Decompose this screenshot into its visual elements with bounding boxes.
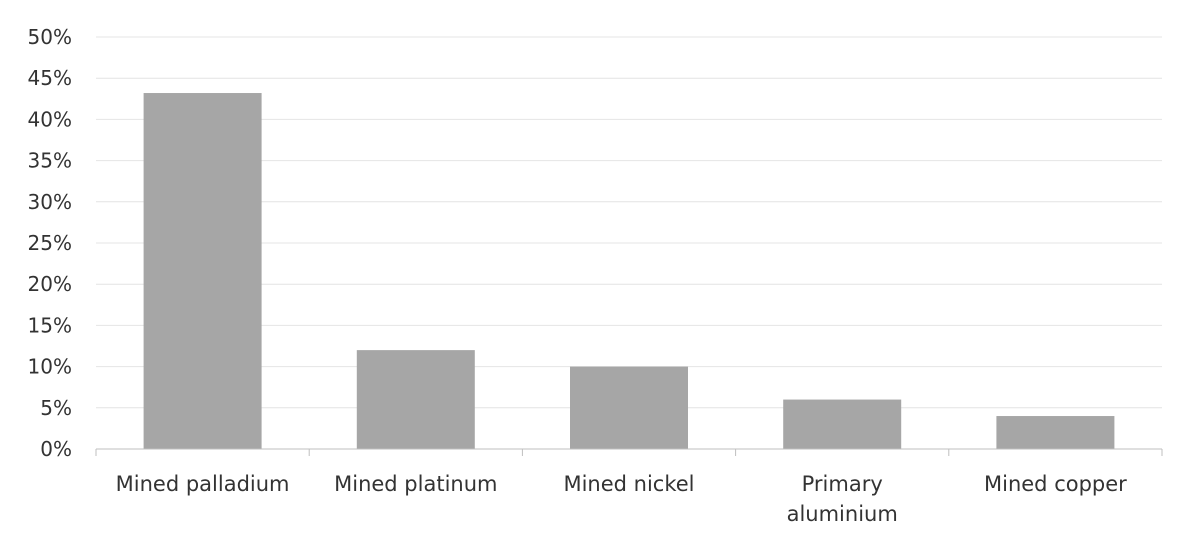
y-tick-label: 5% — [40, 396, 72, 420]
y-axis-tick-labels: 0% 5% 10% 15% 20% 25% 30% 35% 40% 45% 50% — [28, 25, 72, 461]
x-category-label: Mined copper — [984, 472, 1127, 496]
bars — [143, 93, 1115, 450]
y-tick-label: 35% — [28, 149, 72, 173]
y-tick-label: 30% — [28, 190, 72, 214]
bar — [143, 93, 262, 450]
bar — [570, 366, 688, 449]
x-category-label: aluminium — [787, 502, 898, 526]
bar — [783, 399, 902, 449]
gridlines — [96, 36, 1162, 409]
x-category-label: Mined palladium — [116, 472, 290, 496]
x-axis-category-labels: Mined palladium Mined platinum Mined nicke… — [116, 472, 1127, 526]
bar — [996, 416, 1115, 449]
x-category-label: Primary — [802, 472, 883, 496]
x-category-label: Mined platinum — [334, 472, 497, 496]
y-tick-label: 40% — [28, 107, 72, 131]
y-tick-label: 50% — [28, 25, 72, 49]
y-tick-label: 20% — [28, 272, 72, 296]
y-tick-label: 10% — [28, 355, 72, 379]
x-axis — [95, 448, 1163, 456]
y-tick-label: 0% — [40, 437, 72, 461]
y-tick-label: 15% — [28, 313, 72, 337]
x-category-label: Mined nickel — [563, 472, 694, 496]
y-tick-label: 45% — [28, 66, 72, 90]
y-tick-label: 25% — [28, 231, 72, 255]
bar — [356, 350, 475, 449]
